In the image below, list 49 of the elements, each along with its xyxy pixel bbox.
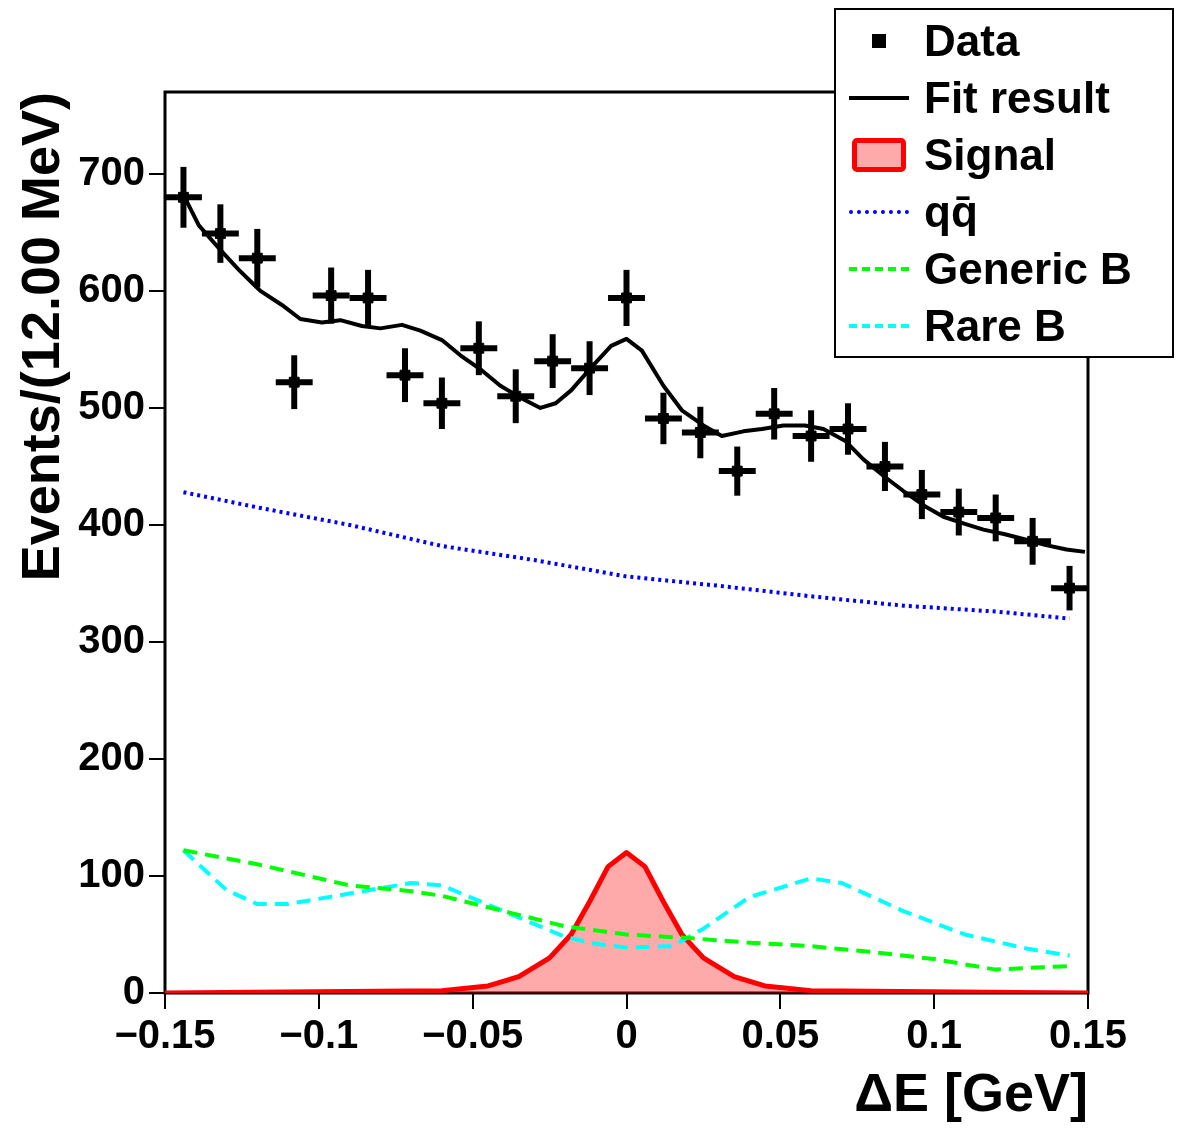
legend-label: Generic B bbox=[924, 243, 1132, 294]
x-tick-label: 0 bbox=[615, 1012, 638, 1057]
point bbox=[1027, 535, 1039, 547]
line-series bbox=[181, 490, 1072, 621]
point bbox=[842, 423, 854, 435]
point bbox=[805, 430, 817, 442]
point bbox=[436, 397, 448, 409]
y-tick-label: 600 bbox=[78, 265, 145, 310]
legend-label: Data bbox=[924, 15, 1020, 66]
y-axis-title: Events/(12.00 MeV) bbox=[10, 92, 71, 582]
legend-label: qq̄ bbox=[924, 186, 978, 237]
point bbox=[251, 252, 263, 264]
x-axis-title: ΔE [GeV] bbox=[854, 1062, 1088, 1123]
point bbox=[288, 376, 300, 388]
x-tick-label: −0.1 bbox=[279, 1012, 359, 1057]
legend-label: Rare B bbox=[924, 300, 1066, 351]
y-tick-label: 500 bbox=[78, 382, 145, 427]
y-tick-label: 400 bbox=[78, 499, 145, 544]
y-tick-label: 200 bbox=[78, 734, 145, 779]
x-tick-label: −0.05 bbox=[422, 1012, 524, 1057]
point bbox=[399, 369, 411, 381]
point bbox=[621, 292, 632, 304]
y-tick-label: 0 bbox=[122, 968, 145, 1013]
y-tick-label: 700 bbox=[78, 148, 145, 193]
point bbox=[547, 355, 559, 367]
point bbox=[657, 413, 669, 424]
point bbox=[325, 290, 337, 302]
y-tick-label: 300 bbox=[78, 616, 145, 661]
x-tick-label: −0.15 bbox=[114, 1012, 216, 1057]
point bbox=[916, 489, 928, 500]
point bbox=[731, 465, 743, 477]
point bbox=[510, 390, 522, 402]
legend-label: Signal bbox=[924, 129, 1057, 180]
x-tick-label: 0.05 bbox=[741, 1012, 820, 1057]
y-tick-label: 100 bbox=[78, 851, 145, 896]
point bbox=[362, 292, 374, 304]
point bbox=[879, 460, 891, 472]
point bbox=[473, 342, 485, 354]
point bbox=[953, 506, 965, 518]
x-tick-label: 0.1 bbox=[906, 1012, 962, 1057]
point bbox=[1064, 582, 1075, 594]
point bbox=[178, 191, 189, 203]
point bbox=[694, 427, 706, 438]
point bbox=[768, 408, 780, 420]
point bbox=[990, 512, 1002, 524]
x-tick-label: 0.15 bbox=[1049, 1012, 1127, 1057]
point bbox=[214, 228, 226, 240]
legend-label: Fit result bbox=[924, 72, 1110, 123]
point bbox=[584, 362, 596, 374]
